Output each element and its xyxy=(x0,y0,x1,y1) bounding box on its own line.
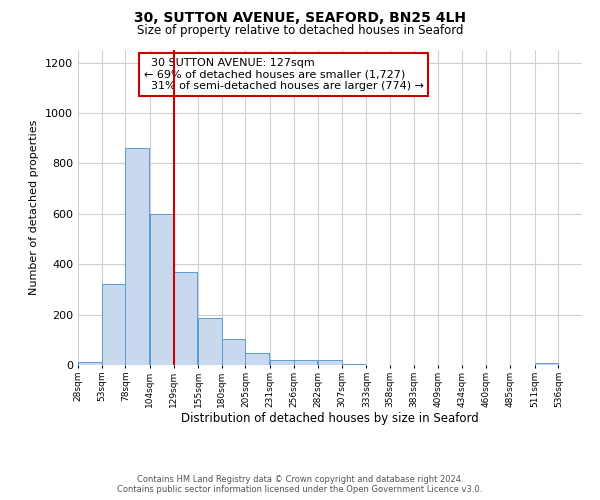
Text: Contains HM Land Registry data © Crown copyright and database right 2024.
Contai: Contains HM Land Registry data © Crown c… xyxy=(118,474,482,494)
Bar xyxy=(198,318,222,365)
Bar xyxy=(173,272,197,365)
Text: 30, SUTTON AVENUE, SEAFORD, BN25 4LH: 30, SUTTON AVENUE, SEAFORD, BN25 4LH xyxy=(134,11,466,25)
Bar xyxy=(222,338,245,365)
Bar xyxy=(101,284,125,365)
Bar xyxy=(270,360,293,365)
Bar xyxy=(293,360,317,365)
Bar xyxy=(318,360,342,365)
Bar xyxy=(125,148,149,365)
Bar xyxy=(150,214,173,365)
Text: Size of property relative to detached houses in Seaford: Size of property relative to detached ho… xyxy=(137,24,463,37)
Bar xyxy=(342,364,365,365)
Y-axis label: Number of detached properties: Number of detached properties xyxy=(29,120,40,295)
Bar xyxy=(78,362,101,365)
Bar xyxy=(245,353,269,365)
Text: 30 SUTTON AVENUE: 127sqm
← 69% of detached houses are smaller (1,727)
  31% of s: 30 SUTTON AVENUE: 127sqm ← 69% of detach… xyxy=(143,58,424,91)
X-axis label: Distribution of detached houses by size in Seaford: Distribution of detached houses by size … xyxy=(181,412,479,426)
Bar xyxy=(535,363,559,365)
